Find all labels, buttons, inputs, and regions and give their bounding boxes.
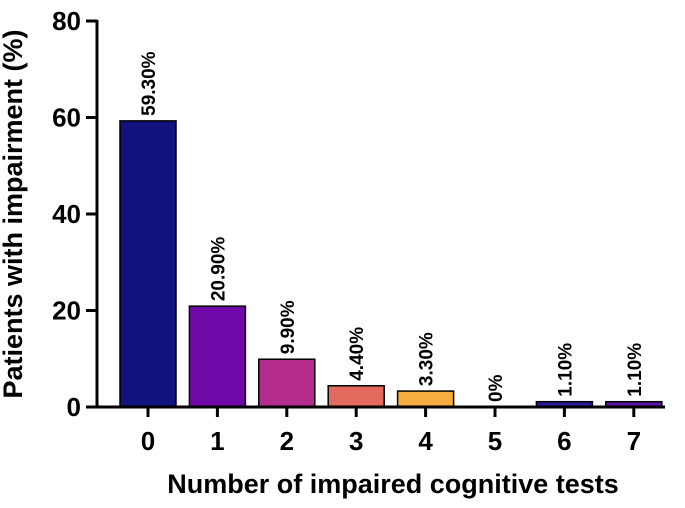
bar xyxy=(327,385,385,408)
data-label: 3.30% xyxy=(417,332,438,386)
y-tick-label: 0 xyxy=(67,392,81,422)
y-axis-title: Patients with impairment (%) xyxy=(0,29,28,398)
data-label: 20.90% xyxy=(208,237,229,302)
data-label: 0% xyxy=(486,374,507,402)
bar xyxy=(396,390,455,408)
data-label: 1.10% xyxy=(555,343,576,397)
x-tick-label: 6 xyxy=(557,426,571,456)
x-tick-label: 5 xyxy=(488,426,502,456)
x-tick-label: 4 xyxy=(418,426,433,456)
y-ticks-group: 0 20 40 60 80 xyxy=(52,6,97,422)
x-tick-label: 2 xyxy=(280,426,294,456)
x-axis-title: Number of impaired cognitive tests xyxy=(167,469,619,499)
y-tick-label: 80 xyxy=(52,6,81,36)
x-tick-label: 1 xyxy=(210,426,224,456)
data-label: 4.40% xyxy=(347,327,368,381)
x-tick-label: 7 xyxy=(627,426,641,456)
bar xyxy=(188,305,247,408)
data-label: 1.10% xyxy=(625,343,646,397)
y-tick-label: 60 xyxy=(52,103,81,133)
data-labels-group: 59.30% 20.90% 9.90% 4.40% 3.30% 0% 1.10% 1.10% xyxy=(139,51,646,402)
bar xyxy=(119,120,177,408)
bars-group xyxy=(119,120,663,408)
bar xyxy=(258,358,316,408)
data-label: 59.30% xyxy=(139,51,160,116)
x-tick-label: 3 xyxy=(349,426,363,456)
x-ticks-group: 0 1 2 3 4 5 6 7 xyxy=(141,407,641,456)
y-tick-label: 40 xyxy=(52,199,81,229)
x-tick-label: 0 xyxy=(141,426,155,456)
data-label: 9.90% xyxy=(278,300,299,354)
y-tick-label: 20 xyxy=(52,296,81,326)
